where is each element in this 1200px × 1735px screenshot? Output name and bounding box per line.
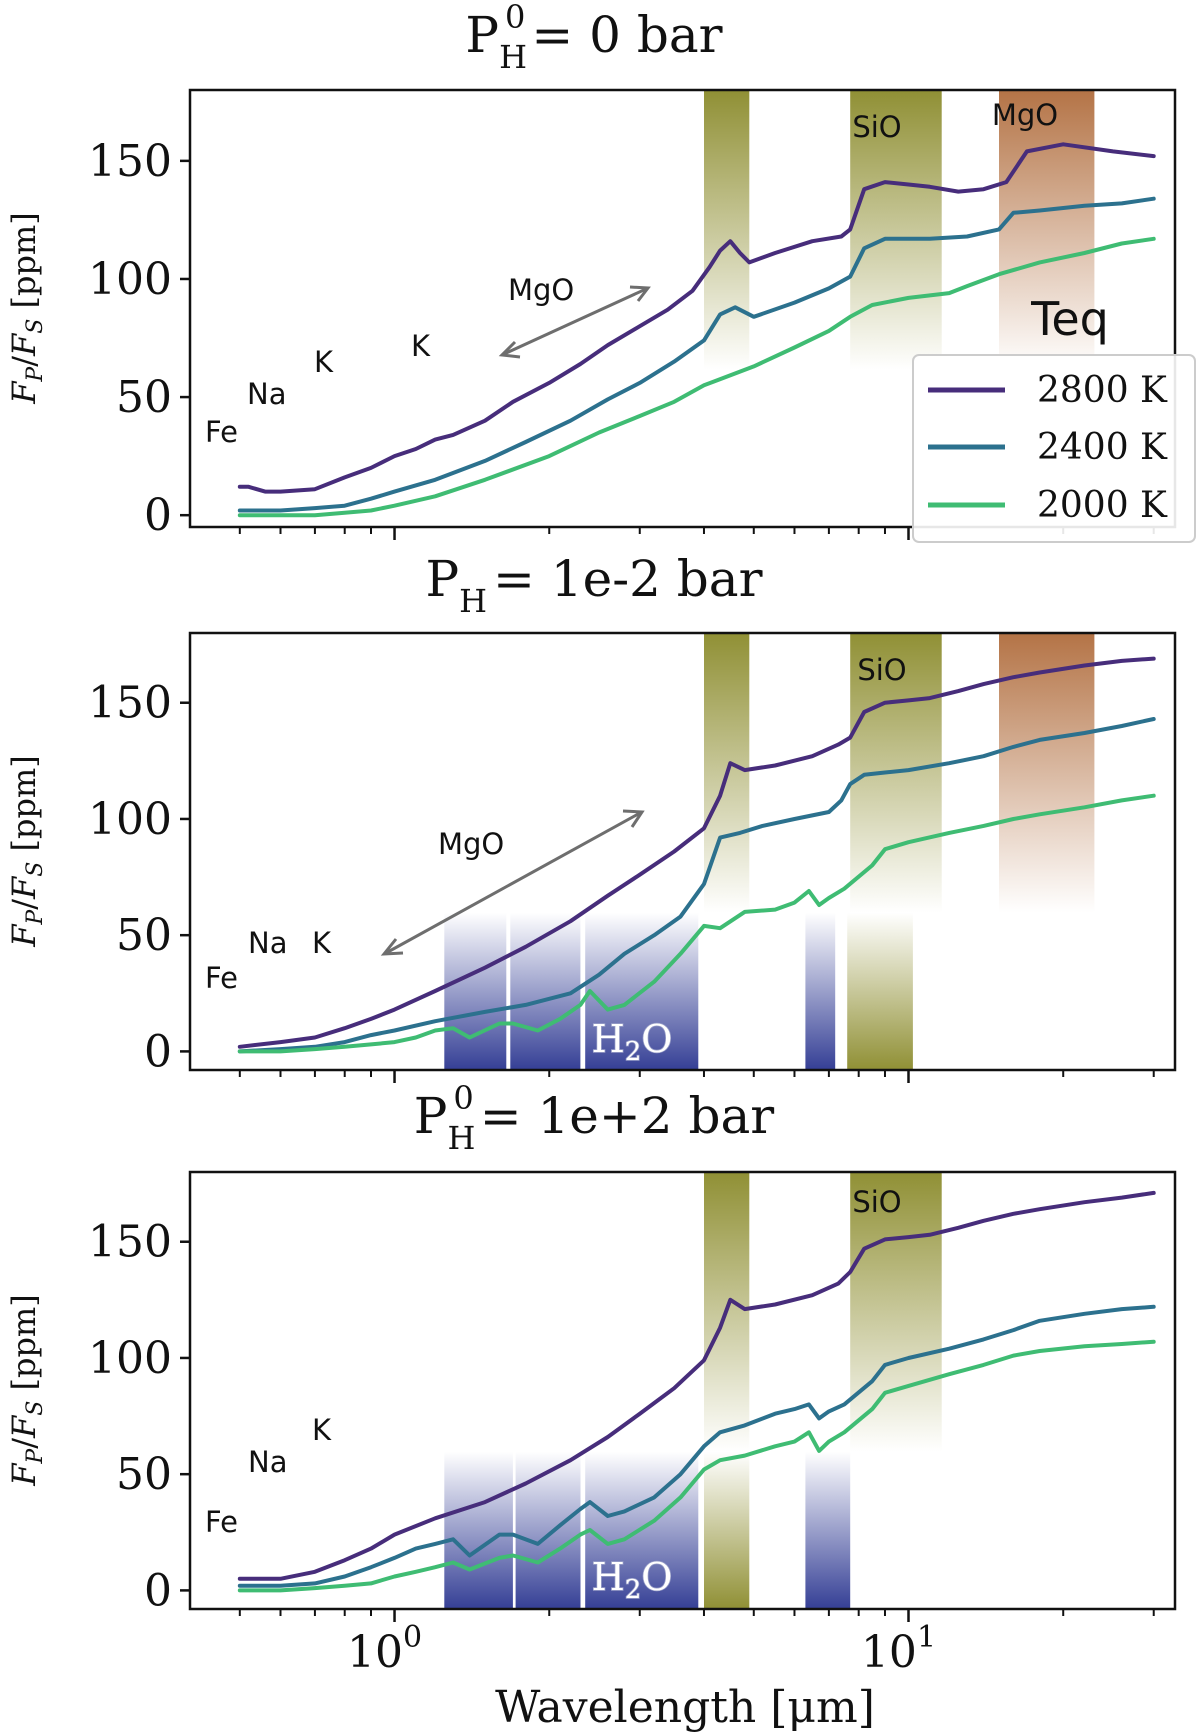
annotation-k-2: K	[411, 329, 431, 363]
annotation-k: K	[312, 926, 332, 960]
series-line-2800k	[237, 1190, 1156, 1581]
annotation-na: Na	[248, 926, 287, 960]
panel-2-series	[237, 656, 1156, 1054]
annotation-mgo: MgO	[508, 273, 574, 307]
panel-3-y-axis: 0 50 100 150	[88, 1217, 190, 1616]
y-tick-label: 150	[88, 678, 172, 729]
y-tick-label: 0	[144, 490, 172, 541]
band-sio-1	[850, 90, 942, 370]
series-line-2000k	[237, 236, 1156, 518]
panel-3-title: PH0 = 1e+2 bar	[414, 1079, 775, 1157]
legend-title: Teq	[1030, 292, 1109, 346]
band-unlabeled-3	[444, 1451, 513, 1609]
annotation-k: K	[312, 1413, 332, 1447]
annotation-k: K	[314, 345, 334, 379]
panel-2-bands	[444, 633, 1095, 1070]
panel-3-frame	[188, 1170, 1177, 1611]
panel-2: PH = 1e-2 bar 0 50 100 150 FP/FS [ppm] Fe Na…	[5, 550, 1177, 1083]
series-line-2000k	[237, 793, 1156, 1054]
panel-1-frame	[188, 88, 1177, 529]
band-unlabeled-2	[704, 1451, 750, 1609]
series-line-2800k	[237, 142, 1156, 494]
legend-label-2800: 2800 K	[1037, 370, 1168, 411]
legend-entry-2800: 2800 K	[928, 370, 1168, 411]
panel-2-y-axis: 0 50 100 150	[88, 678, 190, 1077]
series-line-2400k	[237, 196, 1156, 513]
band-sio-1	[850, 1172, 942, 1452]
band-unlabeled-4	[515, 1451, 581, 1609]
band-unlabeled-2	[999, 633, 1095, 913]
y-tick-label: 100	[88, 254, 172, 305]
panel-3-y-label: FP/FS [ppm]	[5, 1294, 48, 1487]
series-line-2400k	[237, 1304, 1156, 1588]
legend-label-2400: 2400 K	[1037, 427, 1168, 468]
panel-2-frame	[188, 631, 1177, 1072]
annotation-fe: Fe	[205, 1505, 238, 1539]
legend-box	[912, 354, 1196, 543]
panel-2-y-label: FP/FS [ppm]	[5, 755, 48, 948]
band-label-sio: SiO	[852, 110, 901, 144]
annotation-na: Na	[247, 377, 286, 411]
series-line-2800k	[237, 656, 1156, 1049]
band-unlabeled-6	[805, 1451, 851, 1609]
band-unlabeled-4	[444, 912, 507, 1070]
band-unlabeled-3	[847, 912, 913, 1070]
panel-3: PH0 = 1e+2 bar 0 50 100 150 100 101 FP/FS [pp…	[5, 1079, 1177, 1733]
panel-1-y-axis: 0 50 100 150	[88, 136, 190, 541]
panel-3-bands	[444, 1172, 942, 1609]
y-tick-label: 100	[88, 794, 172, 845]
panel-2-title: PH = 1e-2 bar	[425, 550, 762, 620]
panel-3-x-axis: 100 101	[238, 1609, 1155, 1678]
legend-label-2000: 2000 K	[1037, 485, 1168, 526]
panel-1-title: PH0 = 0 bar	[465, 0, 722, 76]
y-tick-label: 50	[116, 1449, 172, 1500]
panel-1-bands	[704, 90, 1095, 370]
y-tick-label: 50	[116, 372, 172, 423]
band-unlabeled-0	[704, 90, 750, 370]
band-unlabeled-5	[510, 912, 581, 1070]
x-axis-label: Wavelength [μm]	[495, 1682, 875, 1733]
panel-1-series	[237, 142, 1156, 518]
y-tick-label: 150	[88, 136, 172, 187]
y-tick-label: 0	[144, 1565, 172, 1616]
series-line-2400k	[237, 717, 1156, 1054]
x-tick-label: 100	[347, 1620, 422, 1678]
series-line-2000k	[237, 1339, 1156, 1593]
panel-1: PH0 = 0 bar 0 50 100 150 FP/FS [ppm] Fe Na K…	[5, 0, 1196, 543]
y-tick-label: 100	[88, 1333, 172, 1384]
y-tick-label: 50	[116, 910, 172, 961]
annotation-fe: Fe	[205, 415, 238, 449]
y-tick-label: 0	[144, 1026, 172, 1077]
legend: Teq 2800 K 2400 K 2000 K	[912, 292, 1196, 543]
band-label-sio: SiO	[857, 653, 906, 687]
panel-2-x-axis	[238, 1070, 1155, 1083]
band-mgo-2	[999, 90, 1095, 370]
band-unlabeled-7	[805, 912, 836, 1070]
legend-entry-2000: 2000 K	[928, 485, 1168, 526]
y-tick-label: 150	[88, 1217, 172, 1268]
annotation-fe: Fe	[205, 961, 238, 995]
band-label-h2o: H2O	[592, 1017, 673, 1067]
legend-entry-2400: 2400 K	[928, 427, 1168, 468]
x-tick-label: 101	[861, 1620, 936, 1678]
panel-1-y-label: FP/FS [ppm]	[5, 212, 48, 405]
band-label-mgo: MgO	[992, 98, 1058, 132]
annotation-mgo: MgO	[438, 827, 504, 861]
mgo-arrow	[380, 809, 645, 956]
band-label-sio: SiO	[852, 1185, 901, 1219]
panel-3-series	[237, 1190, 1156, 1593]
annotation-na: Na	[248, 1445, 287, 1479]
mgo-arrow	[498, 285, 651, 359]
